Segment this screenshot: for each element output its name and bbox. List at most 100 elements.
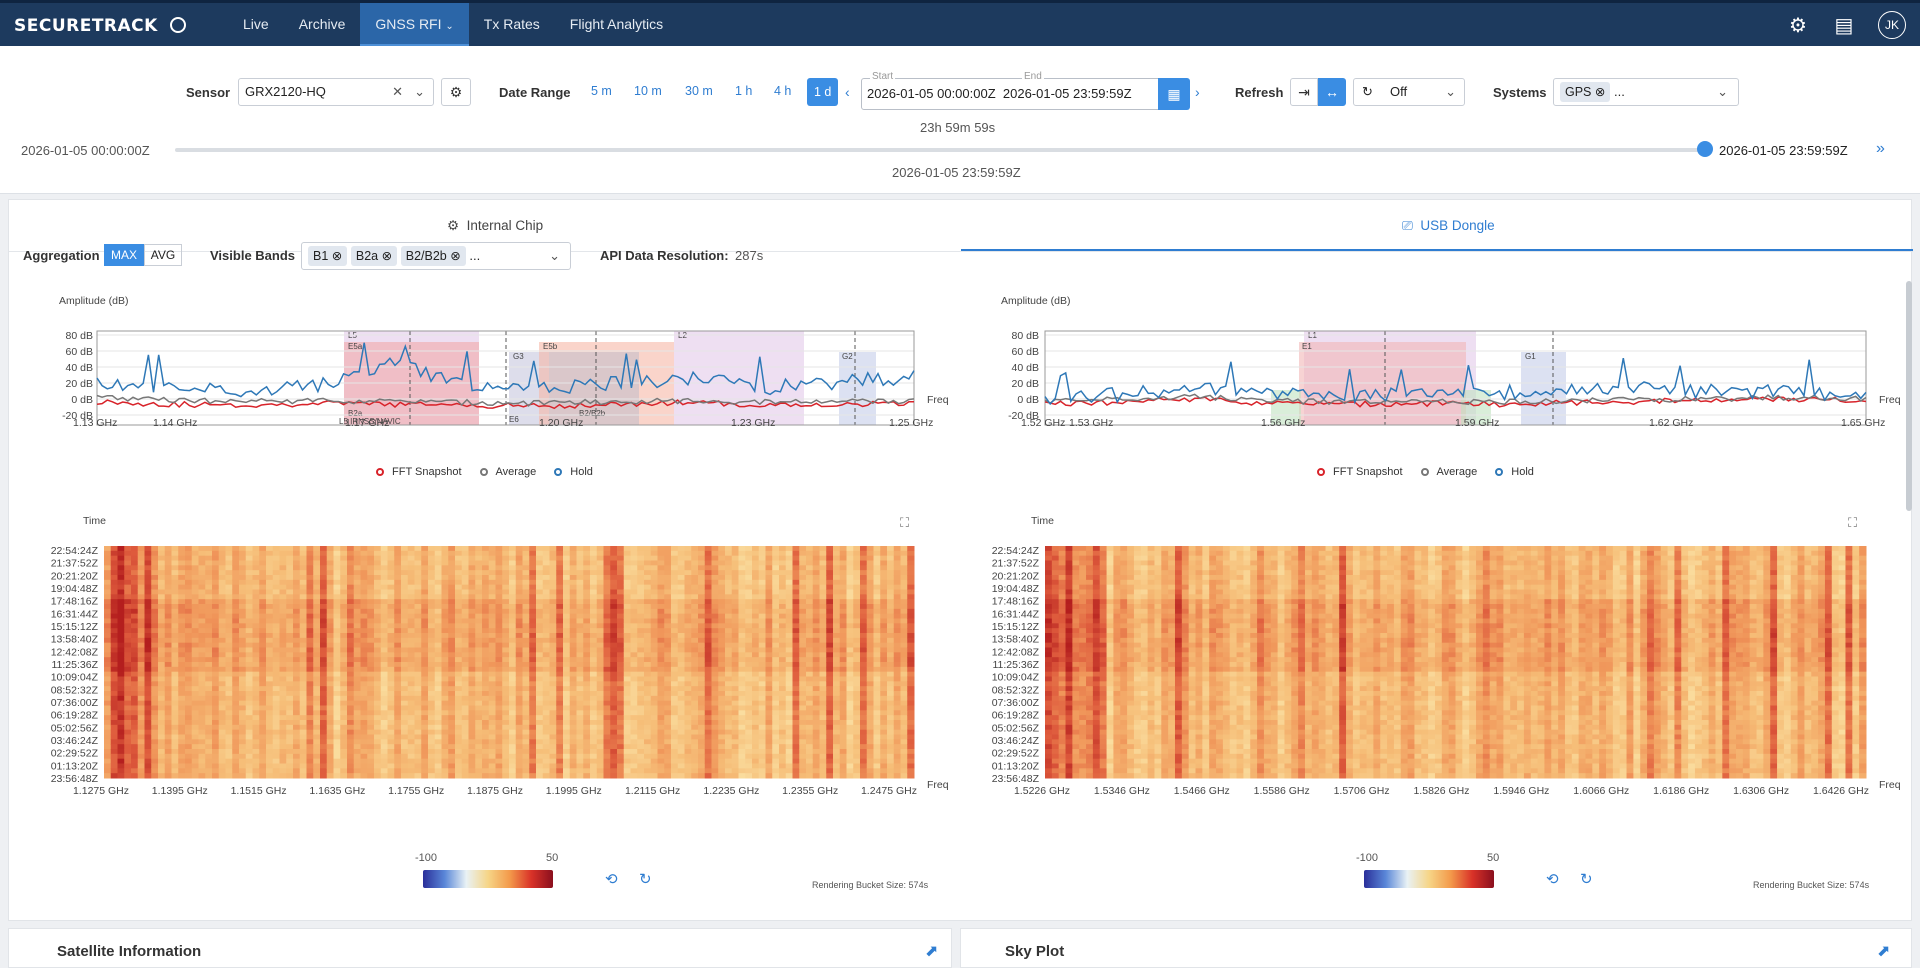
timeline-slider[interactable]	[175, 148, 1705, 152]
legend-label: Hold	[1511, 466, 1534, 478]
next-range-icon[interactable]: ›	[1195, 84, 1200, 100]
heatmap-cell	[367, 628, 375, 634]
heatmap-cell	[306, 710, 314, 716]
heatmap-cell	[414, 758, 422, 764]
heatmap-cell	[468, 729, 476, 735]
heatmap-cell	[360, 628, 368, 634]
sensor-settings-button[interactable]: ⚙	[441, 78, 471, 106]
heatmap-cell	[299, 773, 307, 779]
heatmap-cell	[428, 637, 436, 644]
heatmap-cell	[475, 594, 483, 600]
heatmap-cell	[347, 594, 355, 600]
heatmap-cell	[725, 681, 733, 687]
heatmap-cell	[461, 763, 469, 769]
heatmap-cell	[286, 686, 294, 692]
fixed-range-button[interactable]: ⇥	[1290, 78, 1318, 106]
tab-internal-chip[interactable]: ⚙ Internal Chip	[447, 218, 543, 234]
heatmap-cell	[630, 623, 638, 629]
heatmap-cell	[272, 570, 280, 576]
heatmap-cell	[272, 613, 280, 619]
heatmap-cell	[502, 753, 510, 760]
calendar-button[interactable]: ▦	[1158, 78, 1190, 110]
heatmap-cell	[164, 565, 172, 571]
nav-tab-tx-rates[interactable]: Tx Rates	[483, 16, 540, 32]
range-10m[interactable]: 10 m	[634, 84, 662, 98]
legend-hold[interactable]: Hold	[1491, 466, 1534, 478]
avatar[interactable]: JK	[1878, 11, 1906, 39]
systems-select[interactable]: GPS ⊗ ... ⌄	[1553, 78, 1739, 106]
heatmap-cell	[374, 608, 382, 615]
heatmap-cell	[394, 608, 402, 615]
settings-icon[interactable]: ⚙	[1789, 14, 1807, 37]
heatmap-cell	[286, 671, 294, 677]
legend-fft[interactable]: FFT Snapshot	[1313, 466, 1403, 478]
tab-usb-dongle[interactable]: ⎚ USB Dongle	[1402, 218, 1495, 234]
range-4h[interactable]: 4 h	[774, 84, 792, 98]
date-range-input[interactable]: 2026-01-05 00:00:00Z 2026-01-05 23:59:59…	[861, 78, 1161, 110]
heatmap-cell	[421, 724, 429, 731]
nav-tab-flight-analytics[interactable]: Flight Analytics	[569, 16, 664, 32]
heatmap-cell	[164, 768, 172, 774]
agg-avg-button[interactable]: AVG	[144, 244, 182, 266]
prev-range-icon[interactable]: ‹	[845, 84, 850, 100]
jump-to-end-icon[interactable]: »	[1876, 140, 1885, 157]
legend-hold[interactable]: Hold	[550, 466, 593, 478]
heatmap-cell	[225, 773, 233, 779]
heatmap-cell	[313, 705, 321, 711]
remove-chip-icon[interactable]: ⊗	[450, 249, 461, 263]
heatmap-cell	[482, 724, 490, 731]
legend-average[interactable]: Average	[476, 466, 536, 478]
range-30m[interactable]: 30 m	[685, 84, 713, 98]
heatmap-cell	[502, 594, 510, 600]
heatmap-cell	[623, 623, 631, 629]
nav-tab-archive[interactable]: Archive	[298, 16, 346, 32]
heatmap-cell	[563, 565, 571, 571]
legend-average[interactable]: Average	[1417, 466, 1477, 478]
heatmap-cell	[583, 555, 591, 561]
heatmap-cell	[124, 705, 132, 711]
range-1h[interactable]: 1 h	[735, 84, 753, 98]
heatmap-cell	[522, 589, 530, 595]
heatmap-cell	[596, 700, 604, 706]
remove-chip-icon[interactable]: ⊗	[381, 249, 393, 263]
heatmap-cell	[117, 623, 125, 629]
sensor-select[interactable]: GRX2120-HQ ✕ ⌄	[238, 78, 434, 106]
refresh-select[interactable]: ↻ Off ⌄	[1353, 78, 1465, 106]
heatmap-cell	[711, 647, 719, 653]
agg-max-button[interactable]: MAX	[104, 244, 144, 266]
remove-chip-icon[interactable]: ⊗	[331, 249, 343, 263]
heatmap-cell	[320, 749, 328, 755]
clear-icon[interactable]: ✕	[392, 84, 403, 99]
heatmap-cell	[515, 546, 523, 552]
heatmap-cell	[549, 642, 557, 648]
heatmap-cell	[752, 623, 760, 629]
docs-book-icon[interactable]: ▤	[1834, 14, 1854, 37]
range-1d[interactable]: 1 d	[807, 78, 839, 106]
sliding-range-button[interactable]: ↔	[1318, 78, 1346, 106]
heatmap-cell	[374, 584, 382, 590]
visible-bands-select[interactable]: B1 ⊗ B2a ⊗ B2/B2b ⊗ ... ⌄	[301, 242, 571, 270]
heatmap-cell	[380, 758, 388, 764]
heatmap-cell	[482, 575, 490, 581]
heatmap-cell	[475, 700, 483, 706]
heatmap-cell	[610, 608, 618, 615]
heatmap-cell	[711, 642, 719, 648]
legend-fft[interactable]: FFT Snapshot	[372, 466, 462, 478]
heatmap-cell	[151, 700, 159, 706]
heatmap-cell	[320, 662, 328, 668]
heatmap-cell	[482, 613, 490, 619]
heatmap-cell	[623, 662, 631, 668]
heatmap-cell	[171, 594, 179, 600]
x-tick: 1.25 GHz	[889, 417, 933, 429]
fullscreen-icon[interactable]: ⛶	[899, 515, 910, 530]
nav-tab-gnss-rfi[interactable]: GNSS RFI ⌄	[360, 3, 469, 46]
heatmap-cell	[576, 773, 584, 779]
range-5m[interactable]: 5 m	[591, 84, 612, 98]
logo[interactable]: SECURETRACK	[14, 16, 158, 36]
remove-chip-icon[interactable]: ⊗	[1594, 85, 1606, 99]
heatmap-cell	[124, 589, 132, 595]
heatmap-cell	[542, 584, 550, 590]
nav-tab-live[interactable]: Live	[243, 16, 269, 32]
timeline-knob[interactable]	[1697, 141, 1713, 157]
heatmap-cell	[212, 710, 220, 716]
